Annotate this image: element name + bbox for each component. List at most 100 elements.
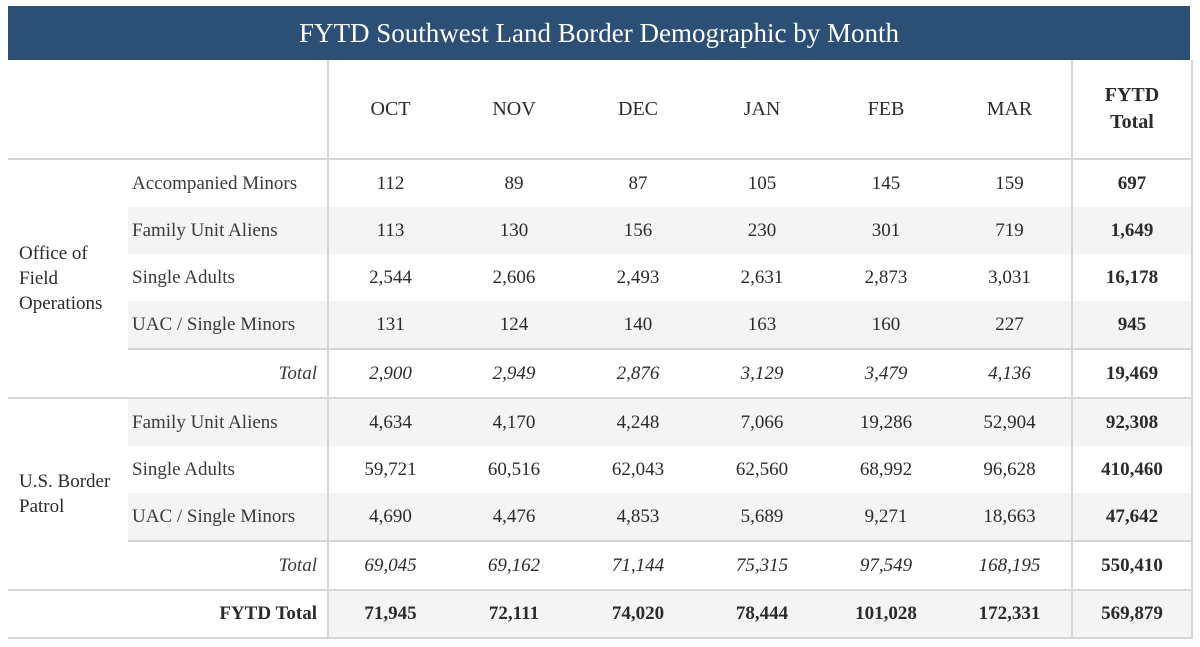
header-row: OCT NOV DEC JAN FEB MAR FYTD Total <box>8 60 1193 159</box>
table-row: Office of Field Operations Accompanied M… <box>8 158 1193 398</box>
column-header-dec: DEC <box>618 97 658 120</box>
cell-value: 719 <box>948 207 1072 254</box>
grand-total-section: FYTD Total 71,945 72,111 74,020 78,444 1… <box>8 589 1193 639</box>
subtotal-row-ofo: Total 2,900 2,949 2,876 3,129 3,479 4,13… <box>8 348 1193 398</box>
subtotal-value: 71,144 <box>576 540 700 590</box>
cell-value: 4,170 <box>452 397 576 446</box>
column-header-mar: MAR <box>986 97 1033 120</box>
demographic-table: OCT NOV DEC JAN FEB MAR FYTD Total Office… <box>8 60 1193 639</box>
subtotal-value: 3,129 <box>700 348 824 398</box>
cell-value: 4,476 <box>452 493 576 541</box>
cell-value: 230 <box>700 207 824 254</box>
subtotal-value: 4,136 <box>948 348 1072 398</box>
group-label-ofo: Office of Field Operations <box>8 158 128 398</box>
subtotal-value: 2,876 <box>576 348 700 398</box>
usbp-section: U.S. Border Patrol Family Unit Aliens 4,… <box>8 397 1193 590</box>
row-label: UAC / Single Minors <box>128 493 329 541</box>
column-header-feb: FEB <box>867 97 905 120</box>
subtotal-value: 168,195 <box>948 540 1072 590</box>
cell-value: 112 <box>328 158 452 207</box>
cell-value: 7,066 <box>700 397 824 446</box>
cell-value: 60,516 <box>487 458 541 480</box>
cell-value: 96,628 <box>983 458 1036 480</box>
table-title: FYTD Southwest Land Border Demographic b… <box>8 6 1190 60</box>
grand-total-value: 78,444 <box>700 589 824 639</box>
row-label: Single Adults <box>128 446 329 493</box>
group-label-usbp: U.S. Border Patrol <box>8 397 128 590</box>
row-label: Single Adults <box>128 254 329 301</box>
row-label: Family Unit Aliens <box>128 397 329 446</box>
column-header-jan: JAN <box>743 97 781 120</box>
row-total: 410,460 <box>1071 446 1193 493</box>
cell-value: 131 <box>328 301 452 349</box>
table-row: UAC / Single Minors 4,690 4,476 4,853 5,… <box>8 493 1193 541</box>
grand-total-value: 72,111 <box>452 589 576 639</box>
fytd-total-header-line2: Total <box>1110 111 1154 133</box>
cell-value: 163 <box>700 301 824 349</box>
cell-value: 156 <box>576 207 700 254</box>
grand-total-value: 74,020 <box>576 589 700 639</box>
cell-value: 5,689 <box>700 493 824 541</box>
cell-value: 68,992 <box>859 458 913 480</box>
row-total: 945 <box>1071 301 1193 349</box>
row-total: 697 <box>1071 158 1193 207</box>
grand-total-total: 569,879 <box>1071 589 1193 639</box>
subtotal-value: 97,549 <box>824 540 948 590</box>
subtotal-value: 69,045 <box>328 540 452 590</box>
grand-total-value: 101,028 <box>824 589 948 639</box>
subtotal-value: 3,479 <box>824 348 948 398</box>
subtotal-value: 2,949 <box>452 348 576 398</box>
header-blank <box>8 60 329 159</box>
subtotal-label: Total <box>128 540 329 590</box>
cell-value: 19,286 <box>824 397 948 446</box>
grand-total-row: FYTD Total 71,945 72,111 74,020 78,444 1… <box>8 589 1193 639</box>
column-header-oct: OCT <box>370 97 411 120</box>
row-total: 1,649 <box>1071 207 1193 254</box>
table-row: Family Unit Aliens 113 130 156 230 301 7… <box>8 207 1193 254</box>
table-row: U.S. Border Patrol Family Unit Aliens 4,… <box>8 397 1193 590</box>
subtotal-total: 550,410 <box>1071 540 1193 590</box>
row-total: 16,178 <box>1071 254 1193 301</box>
cell-value: 62,043 <box>611 458 665 480</box>
cell-value: 159 <box>948 158 1072 207</box>
table-row: Single Adults 59,721 60,516 62,043 62,56… <box>8 446 1193 493</box>
subtotal-total: 19,469 <box>1071 348 1193 398</box>
row-total: 92,308 <box>1071 397 1193 446</box>
subtotal-value: 2,900 <box>328 348 452 398</box>
cell-value: 124 <box>452 301 576 349</box>
row-label: UAC / Single Minors <box>128 301 329 349</box>
cell-value: 4,853 <box>576 493 700 541</box>
cell-value: 301 <box>824 207 948 254</box>
cell-value: 4,690 <box>328 493 452 541</box>
cell-value: 52,904 <box>948 397 1072 446</box>
column-header-fytd-total: FYTD Total <box>1071 60 1193 159</box>
subtotal-row-usbp: Total 69,045 69,162 71,144 75,315 97,549… <box>8 540 1193 590</box>
table-row: UAC / Single Minors 131 124 140 163 160 … <box>8 301 1193 349</box>
cell-value: 145 <box>824 158 948 207</box>
cell-value: 89 <box>452 158 576 207</box>
cell-value: 9,271 <box>824 493 948 541</box>
cell-value: 2,493 <box>616 266 660 288</box>
cell-value: 3,031 <box>988 266 1031 288</box>
grand-total-value: 71,945 <box>328 589 452 639</box>
subtotal-value: 69,162 <box>452 540 576 590</box>
cell-value: 2,631 <box>740 266 784 288</box>
cell-value: 4,634 <box>328 397 452 446</box>
fytd-total-header-line1: FYTD <box>1104 84 1160 106</box>
row-label: Family Unit Aliens <box>128 207 329 254</box>
cell-value: 2,873 <box>864 266 908 288</box>
ofo-section: Office of Field Operations Accompanied M… <box>8 158 1193 398</box>
cell-value: 2,544 <box>369 266 412 288</box>
cell-value: 160 <box>824 301 948 349</box>
subtotal-label: Total <box>128 348 329 398</box>
grand-total-label: FYTD Total <box>8 589 329 639</box>
cell-value: 18,663 <box>948 493 1072 541</box>
row-total: 47,642 <box>1071 493 1193 541</box>
cell-value: 87 <box>576 158 700 207</box>
column-header-nov: NOV <box>492 97 536 120</box>
cell-value: 140 <box>576 301 700 349</box>
cell-value: 130 <box>452 207 576 254</box>
cell-value: 59,721 <box>364 458 417 480</box>
cell-value: 113 <box>328 207 452 254</box>
table-row: Single Adults 2,544 2,606 2,493 2,631 2,… <box>8 254 1193 301</box>
